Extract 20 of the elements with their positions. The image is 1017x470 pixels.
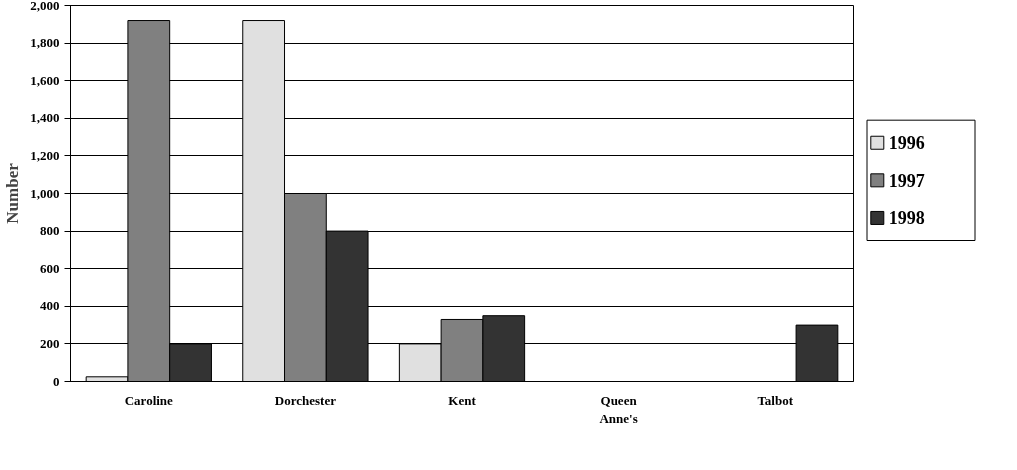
y-tick-label: 600 — [40, 260, 60, 276]
y-tick-label: 200 — [40, 335, 60, 351]
y-tick-label: 1,000 — [30, 185, 60, 201]
x-tick-label: Dorchester — [274, 392, 337, 408]
y-tick-label: 0 — [53, 373, 60, 389]
y-tick-label: 2,000 — [30, 0, 60, 13]
x-tick-label: Kent — [448, 392, 477, 408]
y-tick-label: 400 — [40, 298, 60, 314]
x-tick-label: Talbot — [757, 392, 794, 408]
y-tick-label: 1,800 — [30, 35, 60, 51]
y-tick-label: 1,200 — [30, 147, 60, 163]
x-tick-label: Caroline — [124, 392, 174, 408]
legend-label: 1996 — [888, 133, 925, 154]
y-tick-label: 1,400 — [30, 110, 60, 126]
y-tick-label: 1,600 — [30, 72, 60, 88]
legend-label: 1997 — [888, 170, 925, 191]
y-axis-title: Number — [3, 162, 23, 224]
x-tick-label: Queen Anne's — [599, 392, 638, 426]
y-tick-label: 800 — [40, 223, 60, 239]
legend-label: 1998 — [888, 208, 925, 229]
